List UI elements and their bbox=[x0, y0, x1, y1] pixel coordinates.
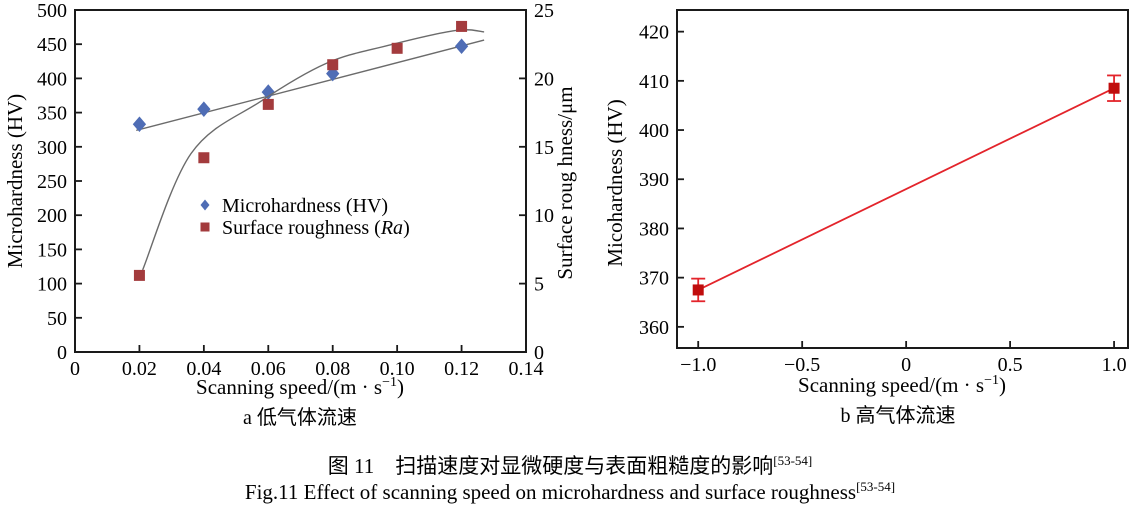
subtitle-chart-a: a 低气体流速 bbox=[243, 407, 357, 429]
chart-a-x-tick-label: 0.04 bbox=[186, 358, 221, 380]
chart-a-y-tick-label: 50 bbox=[47, 308, 67, 330]
legend-marker-diamond bbox=[200, 199, 210, 211]
chart-b-y-tick-label: 390 bbox=[639, 169, 669, 191]
chart-a-y2-tick-label: 10 bbox=[534, 205, 554, 227]
chart-a-y2-tick-label: 25 bbox=[534, 0, 554, 22]
figure-caption-zh: 图 11 扫描速度对显微硬度与表面粗糙度的影响[53-54] bbox=[0, 450, 1140, 480]
chart-a-y2-tick-label: 20 bbox=[534, 68, 554, 90]
chart-a-y2-tick-label: 5 bbox=[534, 274, 544, 296]
chart-a-x-tick-label: 0.12 bbox=[444, 358, 479, 380]
chart-a-y2-tick-label: 0 bbox=[534, 342, 544, 364]
caption-en-text: Fig.11 Effect of scanning speed on micro… bbox=[244, 480, 857, 504]
chart-a-roughness-point bbox=[133, 269, 145, 281]
caption-en-citation: [53-54] bbox=[856, 479, 896, 494]
legend-label: Microhardness (HV) bbox=[222, 195, 388, 217]
chart-a-roughness-point bbox=[327, 59, 339, 71]
chart-a-y-tick-label: 500 bbox=[37, 0, 67, 22]
chart-a-x-tick-label: 0 bbox=[70, 358, 80, 380]
chart-b-x-tick-label: 0.5 bbox=[998, 354, 1023, 376]
chart-b-y-tick-label: 380 bbox=[639, 218, 669, 240]
chart-a-y-tick-label: 450 bbox=[37, 34, 67, 56]
chart-a-x-tick-label: 0.08 bbox=[315, 358, 350, 380]
caption-zh-text: 图 11 扫描速度对显微硬度与表面粗糙度的影响 bbox=[327, 454, 774, 478]
chart-b-y-tick-label: 400 bbox=[639, 120, 669, 142]
chart-b-frame bbox=[676, 9, 1129, 349]
chart-b-hardness-point bbox=[692, 284, 704, 296]
chart-a-x-tick-label: 0.02 bbox=[122, 358, 157, 380]
chart-a-microhardness-point bbox=[132, 116, 147, 132]
subtitle-chart-b: b 高气体流速 bbox=[840, 405, 956, 427]
chart-a-roughness-point bbox=[198, 152, 210, 164]
chart-a-x-tick-label: 0.14 bbox=[509, 358, 544, 380]
chart-b-y-tick-label: 420 bbox=[639, 22, 669, 44]
chart-a-y-tick-label: 100 bbox=[37, 274, 67, 296]
chart-a-y2-axis-title: Surface roug hness/μm bbox=[553, 86, 577, 279]
chart-a-y-tick-label: 350 bbox=[37, 103, 67, 125]
chart-a-y-tick-label: 200 bbox=[37, 205, 67, 227]
chart-a-x-tick-label: 0.06 bbox=[251, 358, 286, 380]
legend-label: Surface roughness (Ra) bbox=[222, 217, 410, 239]
chart-b-x-tick-label: 0 bbox=[901, 354, 911, 376]
chart-b-x-axis-title: Scanning speed/(m · s−1) bbox=[798, 373, 1006, 397]
chart-a-y-tick-label: 150 bbox=[37, 239, 67, 261]
chart-b-y-tick-label: 370 bbox=[639, 268, 669, 290]
chart-b-hardness-line bbox=[697, 87, 1115, 291]
chart-b-hardness-point bbox=[1108, 82, 1120, 94]
chart-a-y-axis-title: Microhardness (HV) bbox=[3, 94, 27, 268]
chart-b-y-axis-title: Micohardness (HV) bbox=[603, 99, 627, 266]
chart-b-x-tick-label: −1.0 bbox=[680, 354, 716, 376]
chart-a-y-tick-label: 400 bbox=[37, 68, 67, 90]
chart-a-x-axis-title: Scanning speed/(m · s−1) bbox=[196, 375, 404, 399]
chart-a-roughness-point bbox=[456, 20, 468, 32]
chart-a-y-tick-label: 300 bbox=[37, 137, 67, 159]
chart-a-x-tick-label: 0.10 bbox=[380, 358, 415, 380]
chart-a-y-tick-label: 250 bbox=[37, 171, 67, 193]
chart-a-microhardness-point bbox=[454, 38, 469, 55]
chart-b-y-tick-label: 410 bbox=[639, 71, 669, 93]
chart-a-roughness-trend-line bbox=[142, 29, 485, 271]
chart-a-roughness-point bbox=[262, 98, 274, 110]
caption-zh-citation: [53-54] bbox=[773, 453, 813, 468]
figure-caption-en: Fig.11 Effect of scanning speed on micro… bbox=[0, 479, 1140, 505]
chart-a-frame bbox=[74, 9, 527, 353]
legend-marker-square bbox=[200, 222, 210, 232]
chart-a-microhardness-point bbox=[197, 101, 211, 117]
chart-a-microhardness-trend-line bbox=[136, 39, 485, 132]
chart-a-y-tick-label: 0 bbox=[57, 342, 67, 364]
chart-a-y2-tick-label: 15 bbox=[534, 137, 554, 159]
chart-b-x-tick-label: −0.5 bbox=[784, 354, 820, 376]
chart-b-y-tick-label: 360 bbox=[639, 317, 669, 339]
chart-b-x-tick-label: 1.0 bbox=[1102, 354, 1127, 376]
chart-a-roughness-point bbox=[391, 42, 403, 54]
